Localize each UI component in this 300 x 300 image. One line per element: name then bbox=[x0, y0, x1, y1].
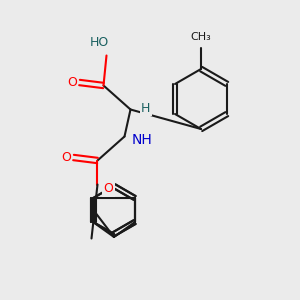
Text: O: O bbox=[67, 76, 77, 89]
Text: NH: NH bbox=[132, 133, 153, 146]
Text: H: H bbox=[141, 101, 150, 115]
Text: O: O bbox=[61, 151, 71, 164]
Text: HO: HO bbox=[89, 35, 109, 49]
Text: O: O bbox=[103, 182, 113, 196]
Text: CH₃: CH₃ bbox=[190, 32, 212, 42]
